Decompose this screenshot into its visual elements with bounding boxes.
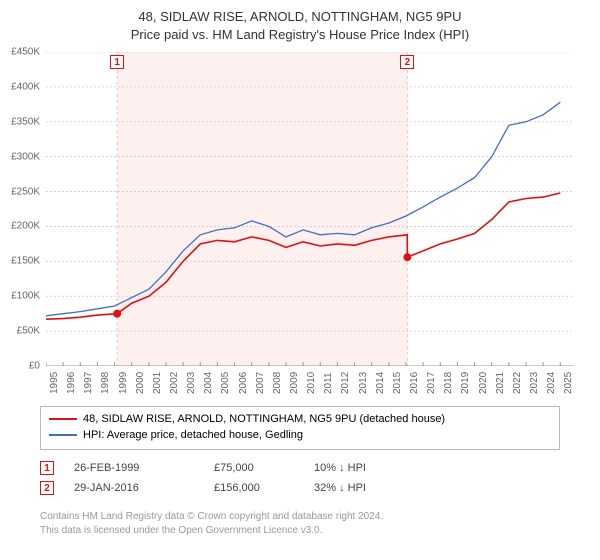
y-tick-label: £200K [11,221,40,232]
y-axis-labels: £0£50K£100K£150K£200K£250K£300K£350K£400… [0,52,44,366]
y-tick-label: £50K [17,326,40,337]
y-tick-label: £400K [11,81,40,92]
y-tick-label: £150K [11,256,40,267]
x-tick-label: 2000 [135,372,146,394]
legend-label: HPI: Average price, detached house, Gedl… [83,429,303,441]
x-tick-label: 2016 [409,372,420,394]
footer-line1: Contains HM Land Registry data © Crown c… [40,511,383,522]
x-tick-label: 2020 [478,372,489,394]
x-tick-label: 2009 [289,372,300,394]
x-tick-label: 2013 [358,372,369,394]
chart-marker: 1 [110,55,124,69]
legend-swatch [49,434,77,436]
x-tick-label: 2006 [238,372,249,394]
chart-container: 48, SIDLAW RISE, ARNOLD, NOTTINGHAM, NG5… [0,0,600,560]
x-tick-label: 2003 [186,372,197,394]
y-tick-label: £100K [11,291,40,302]
transaction-diff: 32% ↓ HPI [314,482,414,494]
x-tick-label: 2023 [529,372,540,394]
x-tick-label: 2010 [306,372,317,394]
transaction-marker: 2 [40,481,54,495]
y-tick-label: £450K [11,47,40,58]
x-tick-label: 2015 [392,372,403,394]
plot-area: 12 [46,52,574,366]
chart-title: 48, SIDLAW RISE, ARNOLD, NOTTINGHAM, NG5… [0,0,600,44]
x-tick-label: 2024 [546,372,557,394]
x-tick-label: 2008 [272,372,283,394]
x-tick-label: 2019 [460,372,471,394]
x-tick-label: 2014 [375,372,386,394]
chart-marker: 2 [400,55,414,69]
x-tick-label: 2018 [443,372,454,394]
footer-attribution: Contains HM Land Registry data © Crown c… [40,510,560,538]
x-tick-label: 2025 [563,372,574,394]
line-chart-svg [46,52,574,366]
x-tick-label: 1997 [83,372,94,394]
legend-swatch [49,418,77,420]
x-tick-label: 2022 [512,372,523,394]
footer-line2: This data is licensed under the Open Gov… [40,525,322,536]
y-tick-label: £350K [11,116,40,127]
y-tick-label: £0 [29,361,40,372]
title-subtitle: Price paid vs. HM Land Registry's House … [131,27,469,42]
x-tick-label: 2012 [340,372,351,394]
x-tick-label: 1998 [100,372,111,394]
transaction-marker: 1 [40,461,54,475]
x-tick-label: 2004 [203,372,214,394]
legend-label: 48, SIDLAW RISE, ARNOLD, NOTTINGHAM, NG5… [83,413,445,425]
legend: 48, SIDLAW RISE, ARNOLD, NOTTINGHAM, NG5… [40,406,560,450]
x-tick-label: 2007 [255,372,266,394]
transaction-date: 26-FEB-1999 [74,462,194,474]
x-tick-label: 2017 [426,372,437,394]
x-tick-label: 1996 [66,372,77,394]
transaction-table: 1 26-FEB-1999 £75,000 10% ↓ HPI 2 29-JAN-2016… [40,458,560,498]
title-address: 48, SIDLAW RISE, ARNOLD, NOTTINGHAM, NG5… [138,9,461,24]
transaction-price: £75,000 [214,462,294,474]
x-tick-label: 2011 [323,372,334,394]
x-tick-label: 2001 [152,372,163,394]
transaction-row: 1 26-FEB-1999 £75,000 10% ↓ HPI [40,458,560,478]
legend-item: 48, SIDLAW RISE, ARNOLD, NOTTINGHAM, NG5… [49,411,551,427]
x-tick-label: 1995 [49,372,60,394]
x-tick-label: 2002 [169,372,180,394]
y-tick-label: £300K [11,151,40,162]
x-tick-label: 2005 [220,372,231,394]
transaction-date: 29-JAN-2016 [74,482,194,494]
transaction-price: £156,000 [214,482,294,494]
legend-item: HPI: Average price, detached house, Gedl… [49,427,551,443]
transaction-diff: 10% ↓ HPI [314,462,414,474]
y-tick-label: £250K [11,186,40,197]
transaction-row: 2 29-JAN-2016 £156,000 32% ↓ HPI [40,478,560,498]
x-tick-label: 1999 [118,372,129,394]
x-tick-label: 2021 [495,372,506,394]
